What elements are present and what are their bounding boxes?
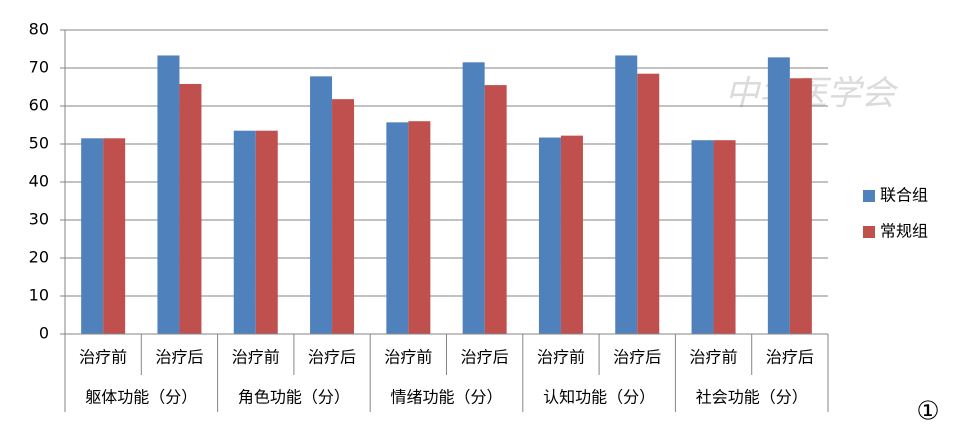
y-tick-label: 50 (29, 134, 49, 153)
bar (789, 78, 812, 334)
bar (462, 62, 485, 335)
legend-label: 常规组 (880, 222, 928, 241)
y-tick-label: 40 (29, 172, 49, 191)
y-tick-label: 30 (29, 210, 49, 229)
bar (408, 121, 431, 334)
bar (81, 138, 104, 334)
x-tick-label: 治疗前 (232, 348, 280, 367)
bar (233, 130, 256, 334)
annotation: ① (916, 397, 939, 427)
legend-swatch (863, 226, 875, 238)
bar (310, 76, 333, 335)
group-label: 躯体功能（分） (85, 388, 197, 407)
x-tick-label: 治疗后 (155, 348, 203, 367)
bar (713, 140, 736, 334)
y-tick-label: 20 (29, 248, 49, 267)
x-tick-label: 治疗前 (690, 348, 738, 367)
legend-swatch (863, 190, 875, 202)
bar (255, 130, 278, 334)
x-tick-label: 治疗后 (613, 348, 661, 367)
y-tick-label: 0 (39, 324, 49, 343)
bar (332, 99, 355, 334)
watermark: 中华医学会 (725, 74, 899, 114)
bar (484, 85, 507, 334)
bar (767, 57, 790, 335)
group-label: 社会功能（分） (696, 388, 808, 407)
y-tick-label: 60 (29, 96, 49, 115)
y-tick-label: 10 (29, 286, 49, 305)
legend-label: 联合组 (880, 186, 928, 205)
x-tick-label: 治疗前 (79, 348, 127, 367)
bar (691, 140, 714, 334)
group-label: 认知功能（分） (543, 388, 655, 407)
bar (615, 55, 638, 335)
x-tick-label: 治疗前 (384, 348, 432, 367)
group-label: 情绪功能（分） (390, 388, 502, 407)
bar (560, 135, 583, 334)
group-label: 角色功能（分） (238, 388, 350, 407)
x-tick-label: 治疗前 (537, 348, 585, 367)
x-tick-label: 治疗后 (461, 348, 509, 367)
bar (157, 55, 180, 335)
bar (179, 83, 202, 335)
y-tick-label: 80 (29, 20, 49, 39)
bar (637, 73, 660, 334)
y-tick-label: 70 (29, 58, 49, 77)
x-tick-label: 治疗后 (308, 348, 356, 367)
bar (386, 122, 409, 334)
bar (538, 137, 561, 334)
x-tick-label: 治疗后 (766, 348, 814, 367)
bar (103, 138, 126, 334)
